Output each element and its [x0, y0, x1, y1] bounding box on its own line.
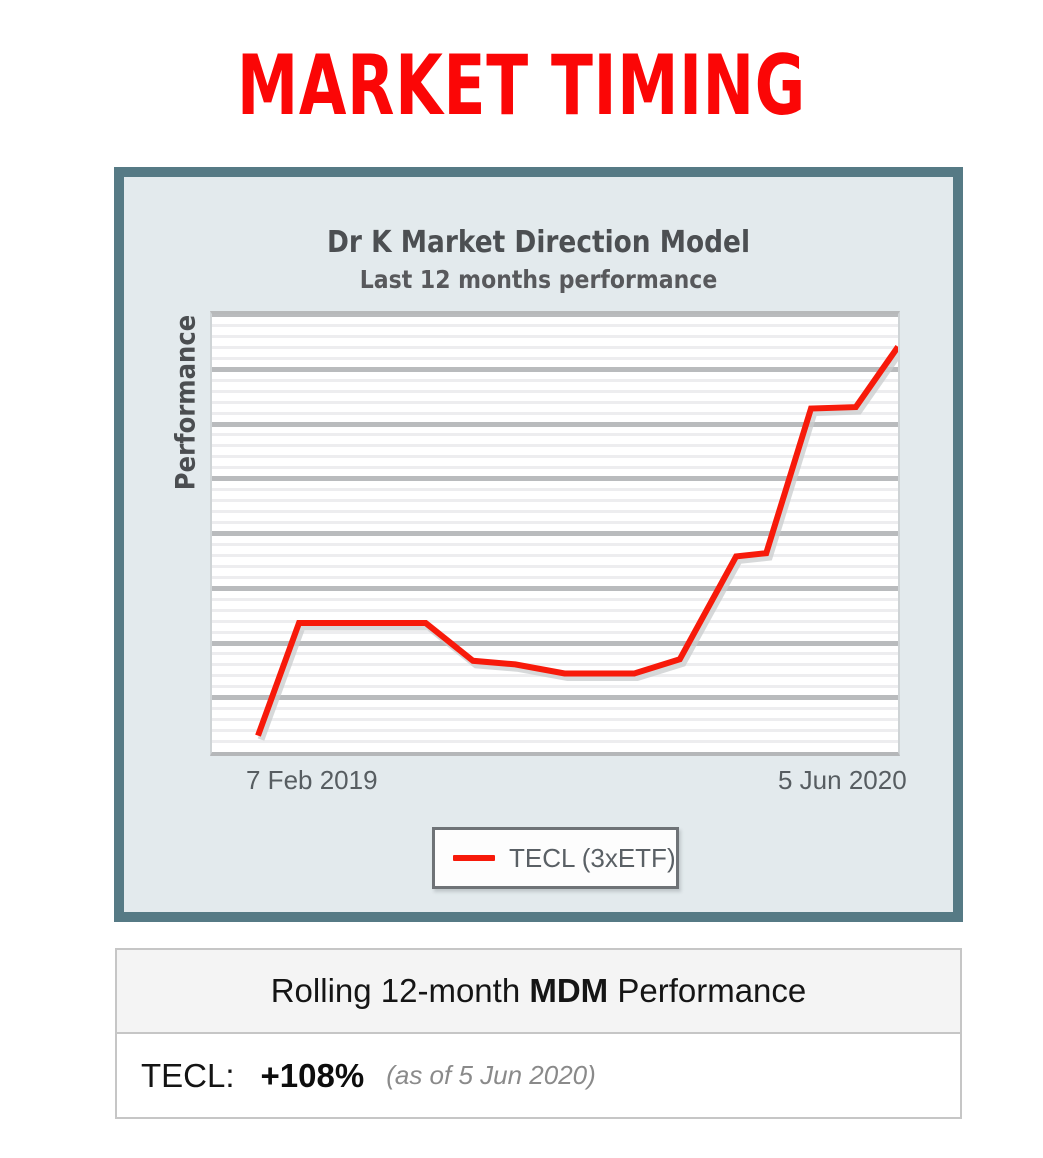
series-line-tecl	[255, 344, 898, 737]
chart-title: Dr K Market Direction Model	[326, 225, 751, 260]
legend-series-label: TECL (3xETF)	[509, 842, 676, 873]
chart-subtitle: Last 12 months performance	[359, 265, 718, 294]
x-tick-label-start: 7 Feb 2019	[246, 765, 378, 795]
gridlines-major	[212, 314, 898, 700]
summary-table: Rolling 12-month MDM Performance TECL: +…	[115, 948, 962, 1119]
summary-table-header-label: Rolling 12-month MDM Performance	[271, 972, 807, 1010]
summary-header-suffix: Performance	[608, 972, 807, 1009]
chart-panel: Dr K Market Direction Model Last 12 mont…	[114, 167, 963, 922]
page-title: MARKET TIMING	[237, 37, 806, 134]
table-row: TECL: +108% (as of 5 Jun 2020)	[117, 1034, 960, 1117]
x-tick-label-end: 5 Jun 2020	[778, 765, 907, 795]
summary-asof-note: (as of 5 Jun 2020)	[386, 1060, 596, 1090]
summary-ticker-label: TECL:	[141, 1056, 235, 1094]
summary-performance-value: +108%	[260, 1056, 365, 1094]
summary-header-bold: MDM	[529, 972, 609, 1009]
chart-legend: TECL (3xETF)	[432, 827, 679, 889]
legend-line-swatch-icon	[453, 855, 495, 861]
y-axis-label: Performance	[170, 314, 202, 491]
summary-header-prefix: Rolling 12-month	[270, 972, 530, 1009]
plot-area	[210, 311, 900, 756]
summary-table-header-row: Rolling 12-month MDM Performance	[117, 950, 960, 1034]
line-chart-svg	[212, 314, 898, 743]
